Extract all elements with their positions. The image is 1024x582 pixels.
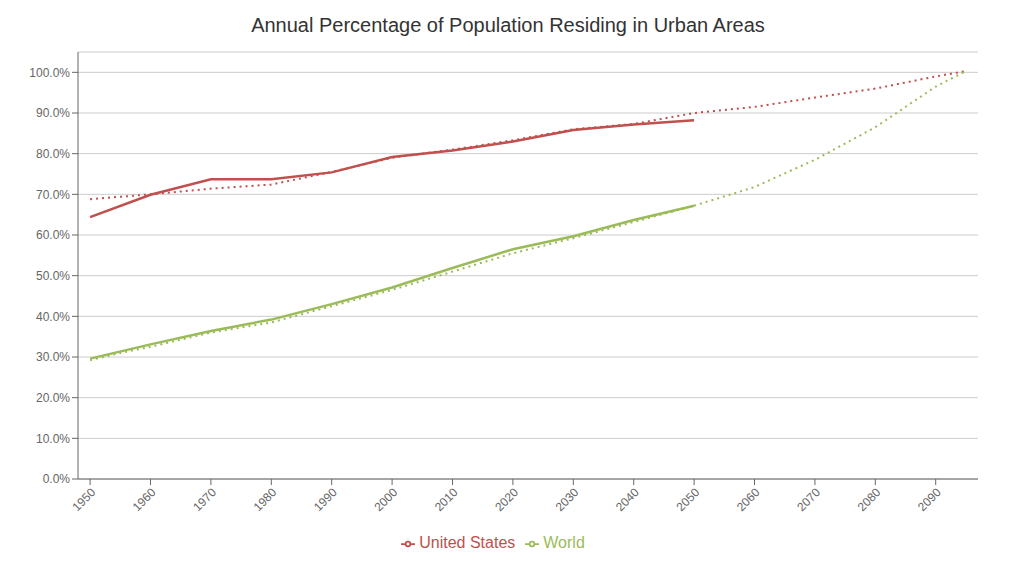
html-text:Annual Percentage of Populatio: Annual Percentage of Population Residing… <box>251 14 765 36</box>
svg-text:60.0%: 60.0% <box>36 228 70 242</box>
svg-text:90.0%: 90.0% <box>36 106 70 120</box>
svg-text:2060: 2060 <box>734 485 763 514</box>
svg-text:1970: 1970 <box>190 485 219 514</box>
svg-text:10.0%: 10.0% <box>36 432 70 446</box>
svg-text:0.0%: 0.0% <box>43 472 71 486</box>
svg-text:2010: 2010 <box>432 485 461 514</box>
svg-text:1950: 1950 <box>69 485 98 514</box>
svg-text:2090: 2090 <box>915 485 944 514</box>
svg-text:2080: 2080 <box>855 485 884 514</box>
svg-text:2020: 2020 <box>492 485 521 514</box>
svg-text:70.0%: 70.0% <box>36 188 70 202</box>
svg-text:20.0%: 20.0% <box>36 391 70 405</box>
svg-text:2070: 2070 <box>794 485 823 514</box>
svg-text:30.0%: 30.0% <box>36 350 70 364</box>
svg-text:2030: 2030 <box>553 485 582 514</box>
svg-text:2000: 2000 <box>371 485 400 514</box>
svg-text:1960: 1960 <box>130 485 159 514</box>
svg-text:40.0%: 40.0% <box>36 310 70 324</box>
svg-text:2050: 2050 <box>673 485 702 514</box>
html-text:United States: United States <box>419 534 516 551</box>
svg-text:1980: 1980 <box>251 485 280 514</box>
svg-text:50.0%: 50.0% <box>36 269 70 283</box>
svg-text:80.0%: 80.0% <box>36 147 70 161</box>
svg-text:1990: 1990 <box>311 485 340 514</box>
svg-text:2040: 2040 <box>613 485 642 514</box>
html-text:World: World <box>543 534 585 551</box>
svg-text:100.0%: 100.0% <box>29 66 70 80</box>
